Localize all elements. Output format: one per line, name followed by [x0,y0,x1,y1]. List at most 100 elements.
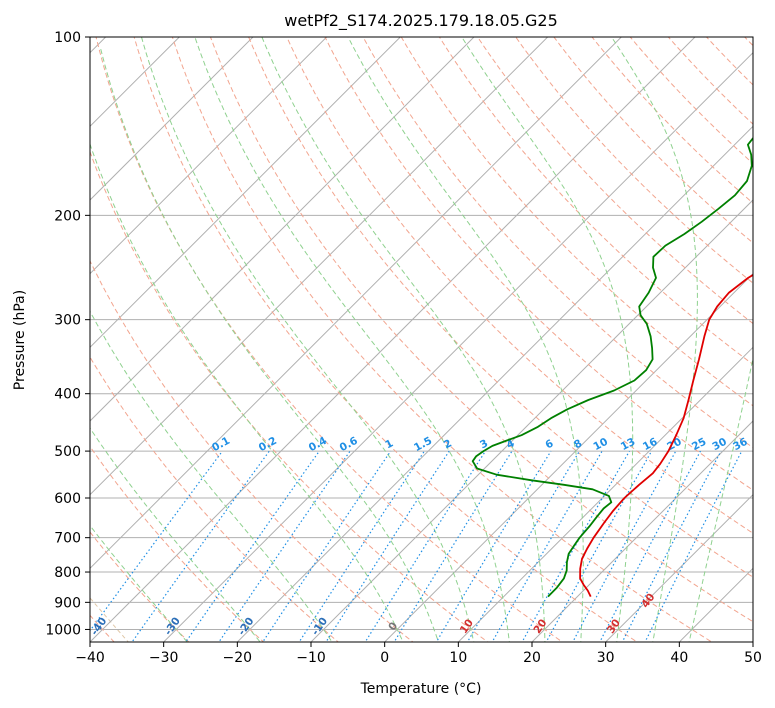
moist-adiabat-line [194,37,510,642]
mixing-ratio-line [644,450,743,642]
x-tick-label: −10 [296,650,326,666]
x-tick-label: −30 [149,650,179,666]
x-tick-label: 0 [380,650,389,666]
isotherm-lines [90,37,753,642]
mixing-ratio-label: 10 [591,436,610,453]
mixing-ratio-line [393,450,513,642]
mixing-ratio-line [325,450,450,642]
y-tick-label: 400 [54,387,81,403]
dry-adiabat-line [95,37,564,642]
y-tick-label: 500 [54,444,81,460]
dry-adiabat-line [286,37,753,534]
dry-adiabat-line [90,445,265,642]
dry-adiabat-line [515,37,753,284]
moist-adiabat-line [90,142,404,642]
faint-curve [0,27,65,655]
mixing-ratio-line [572,450,677,642]
dry-adiabat-line [90,150,489,642]
mixing-ratio-line [491,450,603,642]
isotherm-line [90,37,402,349]
dry-adiabat-line [400,37,753,407]
x-tick-label: 50 [744,650,762,666]
isobar-lines [90,37,753,630]
mixing-ratio-line [298,450,425,642]
dry-adiabat-label: -40 [89,615,110,637]
temperature-line [579,273,753,597]
isotherm-line [383,272,753,642]
isotherm-line [90,37,475,422]
y-tick-label: 800 [54,565,81,581]
mixing-ratio-label: 25 [690,436,709,453]
moist-adiabat-line [261,37,546,642]
y-tick-label: 1000 [45,622,81,638]
isotherm-line [90,37,623,570]
y-tick-label: 700 [54,531,81,547]
mixing-ratio-line [131,450,270,642]
isotherm-line [457,346,753,642]
isotherm-line [678,567,753,642]
isotherm-line [162,51,753,642]
y-tick-label: 300 [54,313,81,329]
moist-adiabat-line [347,37,584,642]
dry-adiabat-line [171,37,713,642]
isotherm-line [236,125,753,642]
moist-adiabat-line [99,46,439,642]
isotherm-line [604,493,753,642]
y-tick-label: 600 [54,491,81,507]
dry-adiabat-label: 30 [605,617,623,636]
mixing-ratio-label: 36 [731,436,750,453]
dry-adiabat-label: 20 [531,617,549,636]
moist-adiabat-line [610,37,698,642]
mixing-ratio-line [466,450,580,642]
mixing-ratio-line [545,450,653,642]
dry-adiabat-line [667,37,753,125]
moist-adiabat-lines [90,37,753,642]
isotherm-line [90,37,181,128]
plot-frame [89,36,754,643]
dry-adiabat-line [209,37,753,623]
dry-adiabat-line [476,37,753,325]
mixing-ratio-line [262,450,392,642]
x-tick-label: 20 [523,650,541,666]
isotherm-line [90,37,328,275]
isotherm-line [90,37,254,201]
y-axis-label: Pressure (hPa) [12,290,28,390]
dry-adiabat-line [248,37,753,578]
faint-curve [90,597,129,642]
dry-adiabat-label: 40 [639,591,657,610]
plot-area: 0.10.20.40.611.52346810131620253036-100-… [0,27,753,655]
isotherm-line [90,37,549,496]
moist-adiabat-line [90,427,261,642]
isotherm-line [90,37,696,642]
x-axis-label: Temperature (°C) [360,681,482,697]
x-tick-label: 40 [670,650,688,666]
mixing-ratio-line [621,450,722,642]
mixing-ratio-line [218,450,351,642]
dry-adiabat-lines [90,37,753,642]
mixing-ratio-label: 13 [619,436,638,453]
dry-adiabat-label: -10 [309,615,330,637]
dry-adiabat-line [705,37,753,86]
x-tick-label: −40 [75,650,105,666]
dry-adiabat-line [90,356,339,642]
wet-bulb-curves [0,27,129,655]
y-tick-label: 200 [54,208,81,224]
moist-adiabat-line [90,524,188,642]
dry-adiabat-line [553,37,753,244]
dry-adiabat-line [90,259,414,642]
dry-adiabat-line [362,37,753,449]
y-tick-label: 900 [54,595,81,611]
mixing-ratio-line [364,450,486,642]
sounding-series [471,136,753,598]
x-tick-label: 10 [449,650,467,666]
moist-adiabat-line [461,37,634,642]
y-tick-label: 100 [54,30,81,46]
moist-adiabat-line [90,310,333,642]
moist-adiabat-line [688,355,753,642]
mixing-ratio-label: 16 [641,436,660,453]
isotherm-line [310,199,753,642]
x-axis-ticks: −40 −30 −20 −10 0 10 20 30 40 50 [75,642,762,666]
moist-adiabat-line [140,37,475,642]
dry-adiabat-label: -50 [15,615,36,637]
